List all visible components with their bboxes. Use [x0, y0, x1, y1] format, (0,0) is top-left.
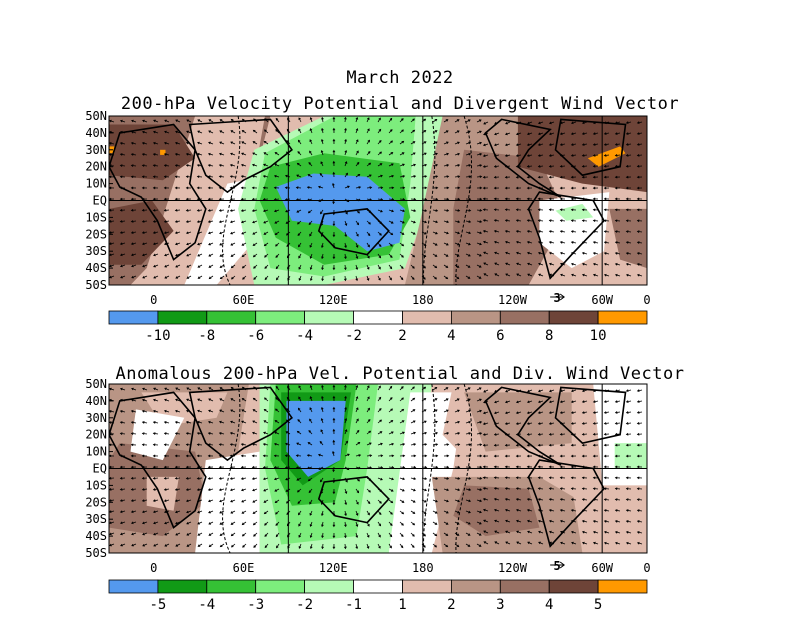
- lon-label: 60W: [591, 293, 613, 307]
- colorbar-label: 5: [594, 597, 602, 613]
- colorbar-label: 1: [398, 597, 406, 613]
- lon-label: 60E: [233, 561, 255, 575]
- lon-label: 180: [412, 561, 434, 575]
- colorbar-swatch: [353, 310, 403, 325]
- lat-label: EQ: [93, 194, 107, 208]
- lat-label: 40N: [85, 394, 107, 408]
- colorbar-label: -5: [149, 597, 166, 613]
- colorbar-swatch: [206, 310, 257, 325]
- colorbar-swatch: [499, 310, 550, 325]
- lat-label: 10N: [85, 445, 107, 459]
- colorbar-label: -8: [198, 328, 215, 344]
- colorbar-label: 10: [590, 328, 607, 344]
- lat-label: 30S: [85, 244, 107, 258]
- reference-vector: 5: [550, 559, 565, 573]
- lon-label: 120W: [498, 561, 528, 575]
- grid-lines: [109, 116, 647, 285]
- colorbar-swatch: [597, 579, 648, 594]
- colorbar-label: -10: [145, 328, 170, 344]
- colorbar-label: -3: [247, 597, 264, 613]
- colorbar-label: 8: [545, 328, 553, 344]
- lon-label: 0: [643, 293, 650, 307]
- lat-label: 20S: [85, 227, 107, 241]
- colorbar-label: -1: [345, 597, 362, 613]
- colorbar-label: -2: [345, 328, 362, 344]
- figure-subtitle: 200-hPa Velocity Potential and Divergent…: [120, 94, 680, 114]
- panel-total: 50N 40N 30N 20N 10N EQ 10S 20S 30S 40S 50S 0 60E 120E…: [85, 109, 650, 344]
- lat-label: 50S: [85, 278, 107, 292]
- colorbar-swatch: [206, 579, 257, 594]
- colorbar: -10 -8 -6 -4 -2 2 4 6 8 10: [108, 310, 648, 344]
- lat-label: 40S: [85, 529, 107, 543]
- colorbar-swatch: [353, 579, 403, 594]
- colorbar-label: -2: [296, 597, 313, 613]
- lon-label: 120W: [498, 293, 528, 307]
- lat-label: 40N: [85, 126, 107, 140]
- colorbar-label: -4: [198, 597, 215, 613]
- colorbar-label: 3: [496, 597, 504, 613]
- lat-label: 10S: [85, 478, 107, 492]
- anomaly-panel-title: Anomalous 200-hPa Vel. Potential and Div…: [115, 364, 685, 384]
- lon-label: 60W: [591, 561, 613, 575]
- lat-label: 40S: [85, 261, 107, 275]
- panel-anomaly: 50N 40N 30N 20N 10N EQ 10S 20S 30S 40S 50S 0 60E 120E…: [85, 377, 650, 613]
- lon-label: 0: [643, 561, 650, 575]
- colorbar-swatch: [108, 579, 159, 594]
- lon-label: 120E: [319, 561, 348, 575]
- coastlines: [109, 118, 627, 280]
- colorbar-label: 2: [398, 328, 406, 344]
- lat-label: 50N: [85, 109, 107, 123]
- lon-label: 0: [150, 561, 157, 575]
- lat-label: 20S: [85, 495, 107, 509]
- colorbar-swatch: [108, 310, 159, 325]
- wind-vectors: [109, 116, 643, 282]
- lat-label: 20N: [85, 160, 107, 174]
- colorbar-label: 4: [447, 328, 455, 344]
- colorbar-swatch: [402, 579, 452, 594]
- coastlines: [109, 386, 627, 548]
- colorbar-swatch: [597, 310, 648, 325]
- colorbar-label: 6: [496, 328, 504, 344]
- lat-label: 50S: [85, 546, 107, 560]
- colorbar-label: 4: [545, 597, 553, 613]
- colorbar-swatch: [304, 579, 354, 594]
- lon-label: 0: [150, 293, 157, 307]
- lat-label: 50N: [85, 377, 107, 391]
- colorbar-swatch: [255, 579, 305, 594]
- reference-vector-label: 5: [554, 559, 561, 573]
- colorbar-swatch: [304, 310, 354, 325]
- lat-label: 30N: [85, 411, 107, 425]
- colorbar-swatch: [450, 310, 501, 325]
- colorbar-swatch: [548, 579, 599, 594]
- colorbar: -5 -4 -3 -2 -1 1 2 3 4 5: [108, 579, 648, 613]
- colorbar-label: 2: [447, 597, 455, 613]
- lat-label: 10N: [85, 177, 107, 191]
- lat-label: 30S: [85, 512, 107, 526]
- colorbar-swatch: [157, 579, 208, 594]
- colorbar-swatch: [255, 310, 305, 325]
- lat-label: 10S: [85, 210, 107, 224]
- colorbar-swatch: [499, 579, 550, 594]
- colorbar-swatch: [548, 310, 599, 325]
- grid-lines: [109, 384, 647, 553]
- lat-label: 30N: [85, 143, 107, 157]
- wind-vectors: [109, 384, 643, 550]
- lon-label: 60E: [233, 293, 255, 307]
- colorbar-swatch: [402, 310, 452, 325]
- lat-label: EQ: [93, 462, 107, 476]
- reference-vector: 3: [550, 291, 565, 305]
- reference-vector-label: 3: [554, 291, 561, 305]
- colorbar-label: -6: [247, 328, 264, 344]
- colorbar-swatch: [450, 579, 501, 594]
- colorbar-swatch: [157, 310, 208, 325]
- lon-label: 120E: [319, 293, 348, 307]
- lon-label: 180: [412, 293, 434, 307]
- lat-label: 20N: [85, 428, 107, 442]
- figure-title: March 2022: [346, 68, 454, 88]
- colorbar-label: -4: [296, 328, 313, 344]
